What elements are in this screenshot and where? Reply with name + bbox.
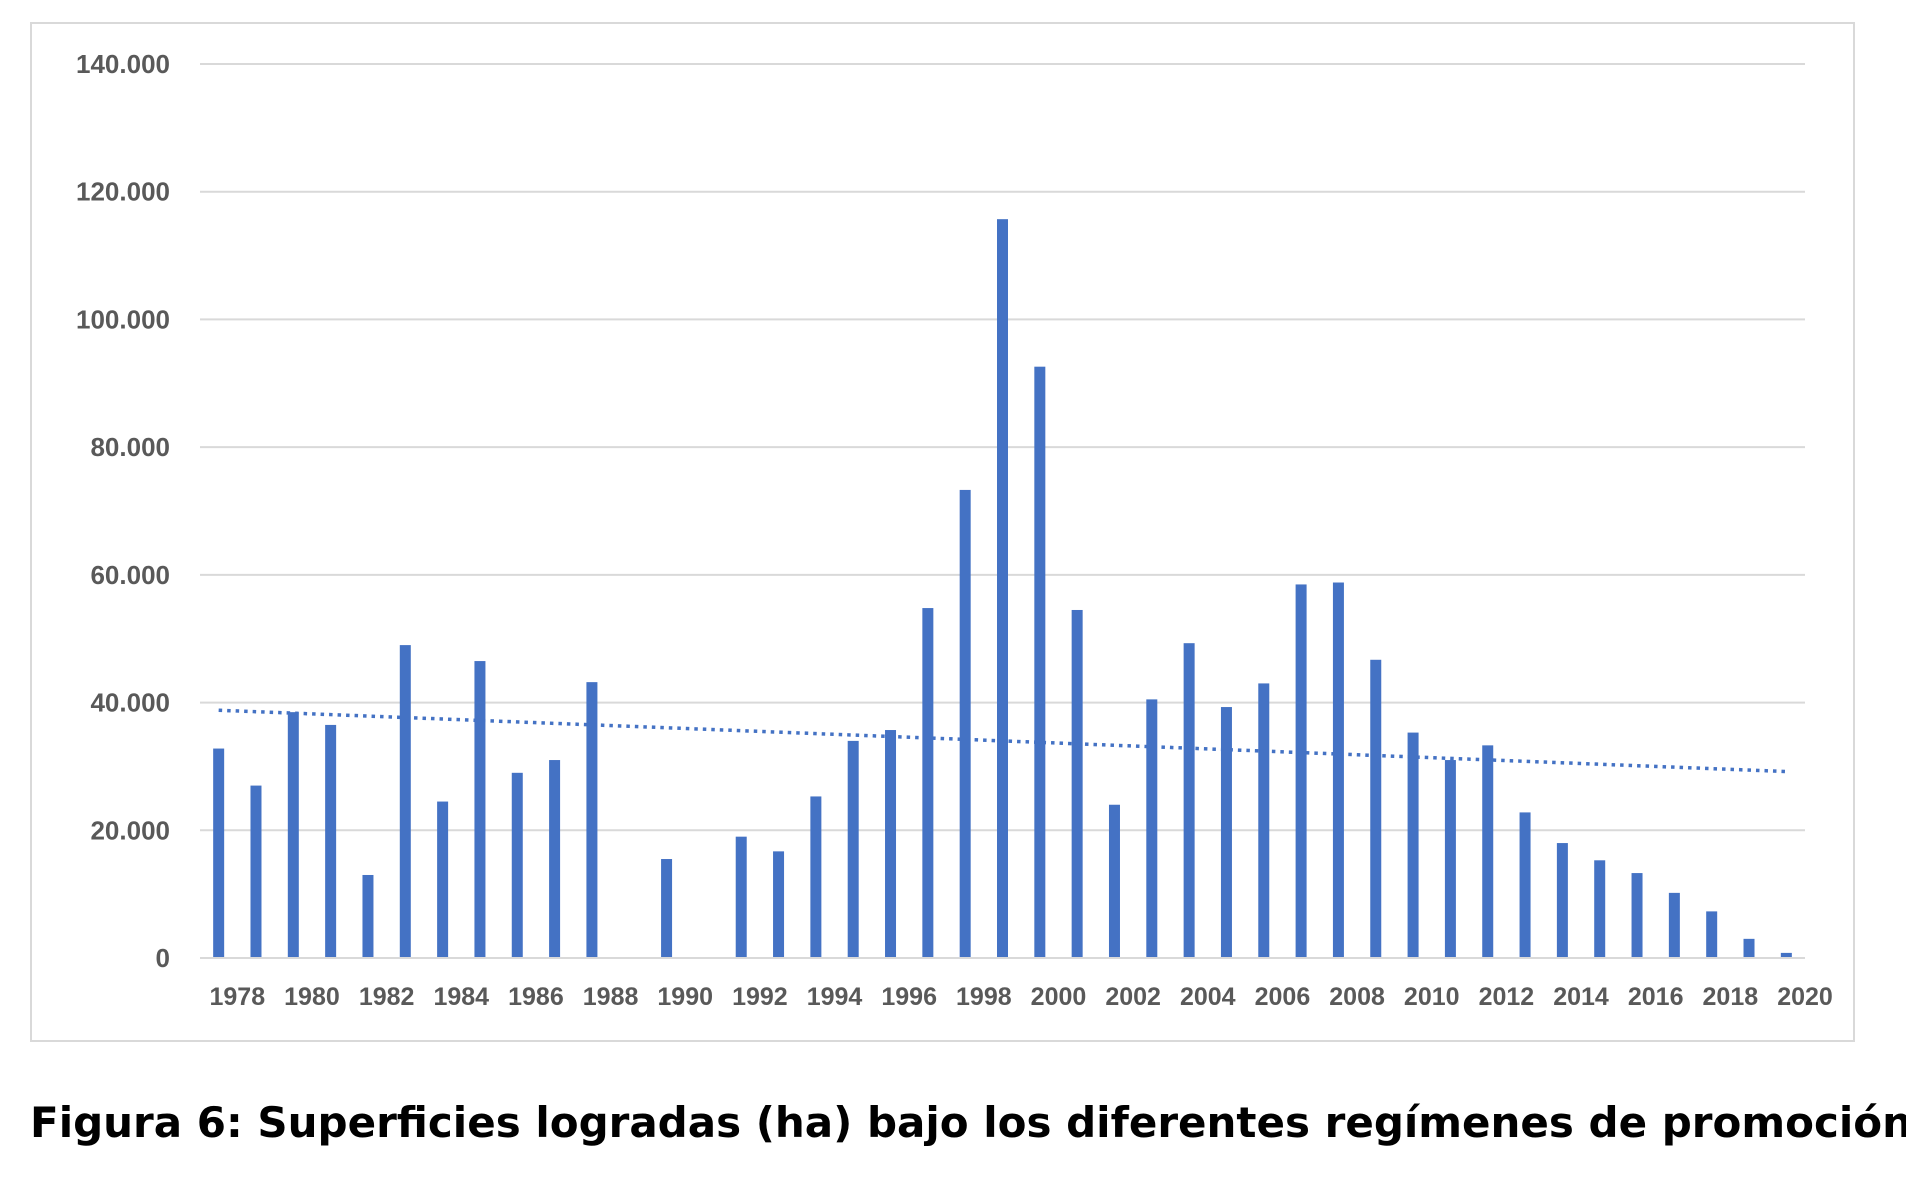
x-tick-label: 1990 — [657, 983, 713, 1011]
bar-1998 — [959, 489, 971, 958]
x-tick-label: 1988 — [583, 983, 639, 1011]
bar-1981 — [325, 724, 337, 958]
y-tick-label: 120.000 — [76, 177, 170, 207]
x-tick-label: 2000 — [1031, 983, 1087, 1011]
x-tick-label: 1978 — [210, 983, 266, 1011]
bar-1979 — [250, 785, 262, 958]
x-tick-label: 2002 — [1105, 983, 1161, 1011]
bar-2012 — [1482, 745, 1494, 958]
bar-2004 — [1183, 643, 1195, 958]
bar-1983 — [399, 645, 411, 958]
bar-2018 — [1706, 911, 1718, 958]
bar-2006 — [1258, 683, 1270, 958]
bar-1997 — [922, 608, 934, 958]
bar-2013 — [1519, 812, 1531, 958]
bar-1988 — [586, 682, 598, 958]
bar-1995 — [847, 740, 859, 958]
x-tick-label: 1980 — [284, 983, 340, 1011]
figure-caption: Figura 6: Superficies logradas (ha) bajo… — [30, 1098, 1906, 1147]
bar-1986 — [511, 772, 523, 958]
y-tick-label: 80.000 — [90, 432, 170, 462]
x-tick-label: 2006 — [1255, 983, 1311, 1011]
x-axis-tick-labels: 1978 1980 1982 1984 1986 1988 1990 1992 1994 1996… — [210, 983, 1833, 1011]
y-tick-label: 0 — [156, 943, 170, 973]
bar-1978 — [213, 748, 225, 958]
bar-2010 — [1407, 732, 1419, 958]
bar-1987 — [549, 760, 561, 958]
bar-1994 — [810, 796, 822, 958]
trendline — [218, 708, 1787, 774]
y-tick-label: 60.000 — [90, 560, 170, 590]
x-tick-label: 2004 — [1180, 983, 1236, 1011]
x-tick-label: 2010 — [1404, 983, 1460, 1011]
x-tick-label: 2020 — [1777, 983, 1833, 1011]
bar-2008 — [1332, 582, 1344, 958]
bars — [213, 219, 1792, 958]
y-tick-label: 100.000 — [76, 304, 170, 334]
y-tick-label: 140.000 — [76, 49, 170, 79]
bar-2005 — [1220, 707, 1232, 958]
x-tick-label: 2018 — [1703, 983, 1759, 1011]
bar-1996 — [885, 730, 897, 958]
bar-1990 — [661, 859, 673, 958]
bar-2017 — [1668, 892, 1680, 958]
x-tick-label: 2012 — [1479, 983, 1535, 1011]
bar-2002 — [1108, 804, 1120, 958]
x-tick-label: 2014 — [1553, 983, 1609, 1011]
bar-1999 — [997, 219, 1008, 958]
x-tick-label: 1994 — [807, 983, 863, 1011]
bar-2016 — [1631, 873, 1643, 958]
bar-1985 — [474, 661, 486, 958]
x-tick-label: 1992 — [732, 983, 788, 1011]
x-tick-label: 1998 — [956, 983, 1012, 1011]
bar-2000 — [1034, 366, 1046, 958]
y-tick-label: 40.000 — [90, 688, 170, 718]
bar-2011 — [1444, 760, 1456, 958]
bar-2009 — [1370, 659, 1382, 958]
bar-1982 — [362, 874, 374, 958]
bar-1984 — [437, 801, 449, 958]
x-tick-label: 2008 — [1329, 983, 1385, 1011]
y-axis-tick-labels: 0 20.000 40.000 60.000 80.000 100.000 120.000 1… — [76, 49, 170, 973]
x-tick-label: 1982 — [359, 983, 415, 1011]
bar-2003 — [1146, 699, 1158, 958]
x-tick-label: 1984 — [433, 983, 489, 1011]
bar-1993 — [773, 851, 785, 958]
bar-1980 — [287, 712, 299, 958]
linear-trendline — [218, 708, 1787, 774]
bar-2001 — [1071, 609, 1083, 958]
x-tick-label: 2016 — [1628, 983, 1684, 1011]
bar-2019 — [1743, 938, 1755, 958]
bar-2014 — [1556, 843, 1568, 958]
y-tick-label: 20.000 — [90, 815, 170, 845]
bar-2007 — [1295, 584, 1307, 958]
bar-2020 — [1780, 952, 1792, 958]
bar-chart: 0 20.000 40.000 60.000 80.000 100.000 120.000 1… — [76, 49, 1833, 1011]
x-tick-label: 1996 — [881, 983, 937, 1011]
bar-1992 — [735, 836, 747, 958]
x-tick-label: 1986 — [508, 983, 564, 1011]
chart-frame: 0 20.000 40.000 60.000 80.000 100.000 120.000 1… — [30, 22, 1855, 1042]
bar-2015 — [1594, 860, 1606, 958]
